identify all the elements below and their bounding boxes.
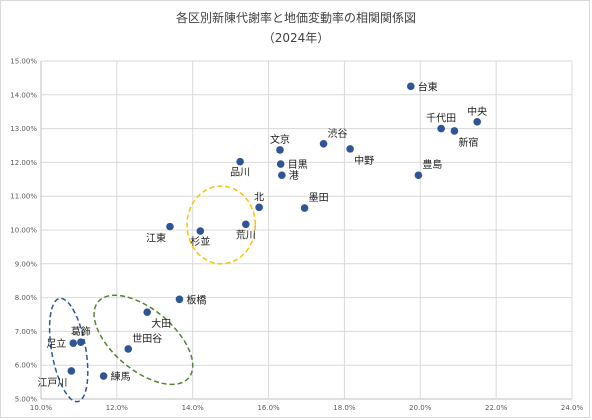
point-label: 北 [254, 191, 264, 203]
gridlines [40, 60, 573, 400]
data-points [67, 82, 481, 380]
point-label: 文京 [270, 133, 290, 146]
group-ellipse [93, 294, 194, 386]
point-label: 練馬 [111, 370, 131, 383]
point-label: 江東 [146, 232, 166, 245]
y-tick-label: 14.00% [10, 91, 37, 99]
data-point [414, 171, 423, 180]
point-label: 大田 [151, 317, 171, 330]
data-point [236, 157, 244, 166]
group-ellipse [48, 297, 89, 403]
data-point [67, 367, 76, 375]
point-label: 渋谷 [328, 127, 348, 140]
point-label: 世田谷 [132, 333, 162, 345]
data-point [255, 203, 263, 212]
data-point [175, 295, 184, 304]
point-label: 中央 [467, 105, 487, 118]
point-label: 足立 [46, 337, 66, 350]
x-tick-label: 12.0% [106, 404, 129, 412]
point-label: 豊島 [422, 158, 442, 171]
data-point [242, 220, 250, 229]
group-ellipse [186, 185, 257, 265]
x-tick-label: 24.0% [561, 404, 584, 412]
point-label: 台東 [418, 80, 438, 93]
data-point [143, 308, 151, 316]
y-tick-label: 11.00% [10, 193, 37, 201]
y-tick-label: 6.00% [15, 362, 38, 370]
point-label: 目黒 [288, 159, 308, 171]
data-point [407, 82, 415, 91]
point-label: 杉並 [190, 235, 210, 248]
data-point [450, 127, 459, 135]
data-point [166, 222, 174, 231]
point-label: 港 [289, 170, 299, 182]
data-point [300, 204, 309, 212]
point-label: 荒川 [236, 229, 256, 241]
data-point [276, 160, 285, 168]
data-point [346, 145, 354, 153]
y-tick-label: 12.00% [10, 159, 37, 167]
x-tick-label: 16.0% [257, 404, 280, 412]
data-point [99, 372, 108, 380]
y-tick-label: 10.00% [10, 227, 37, 235]
data-point [278, 171, 286, 180]
point-label: 葛飾 [71, 325, 91, 338]
y-tick-label: 13.00% [10, 125, 37, 133]
point-label: 新宿 [458, 136, 478, 149]
point-label: 中野 [354, 154, 374, 167]
data-point [124, 345, 133, 353]
data-point [437, 124, 445, 133]
x-tick-label: 22.0% [485, 404, 508, 412]
x-tick-label: 18.0% [333, 404, 356, 412]
chart-subtitle: （2024年） [263, 31, 330, 45]
x-tick-label: 10.0% [30, 404, 53, 412]
data-point [77, 338, 85, 347]
data-point [319, 140, 328, 148]
data-point [196, 227, 205, 235]
point-label: 板橋 [186, 293, 206, 306]
point-label: 墨田 [309, 192, 329, 204]
point-label: 江戸川 [37, 377, 67, 389]
chart-title: 各区別新陳代謝率と地価変動率の相関関係図 [176, 10, 416, 25]
point-label: 千代田 [426, 113, 456, 125]
y-tick-label: 15.00% [10, 58, 37, 66]
x-tick-label: 14.0% [182, 404, 205, 412]
point-label: 品川 [230, 167, 250, 179]
x-tick-label: 20.0% [409, 404, 432, 412]
y-tick-label: 7.00% [15, 328, 38, 336]
y-tick-label: 5.00% [15, 396, 38, 404]
group-ellipses [48, 185, 257, 403]
data-point [473, 118, 481, 126]
tick-labels: 5.00% 6.00% 7.00% 8.00% 9.00% 10.00% 11.00% 12.… [10, 58, 583, 413]
data-point [69, 339, 78, 348]
y-tick-label: 9.00% [15, 260, 38, 268]
data-point [276, 146, 284, 154]
y-tick-label: 8.00% [15, 294, 38, 302]
